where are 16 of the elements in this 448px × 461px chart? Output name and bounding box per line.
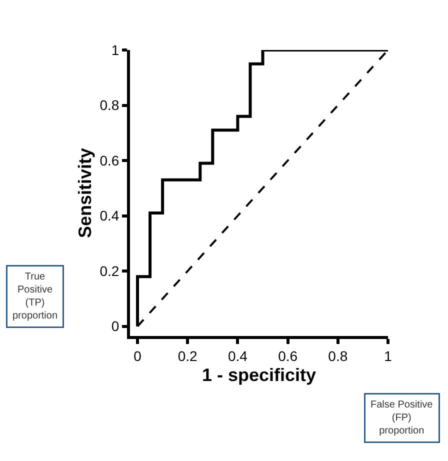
y-tick-label: 1 xyxy=(111,42,120,58)
y-tick-label: 0.4 xyxy=(100,208,120,224)
y-axis-title: Sensitivity xyxy=(74,148,95,238)
text: False Positive (FP) proportion xyxy=(370,400,434,436)
text: True Positive (TP) proportion xyxy=(12,272,58,322)
x-tick-label: 0.6 xyxy=(278,348,298,364)
x-tick-label: 1 xyxy=(384,348,392,364)
y-tick-label: 0.8 xyxy=(100,97,120,114)
y-tick-label: 0 xyxy=(111,318,120,334)
x-tick-label: 0.4 xyxy=(228,348,248,364)
x-tick-label: 0.2 xyxy=(178,348,198,364)
x-tick-label: 0.8 xyxy=(328,348,348,364)
y-tick-label: 0.6 xyxy=(100,152,120,168)
y-tick-label: 0.2 xyxy=(100,262,120,279)
x-axis-title: 1 - specificity xyxy=(202,364,316,385)
x-tick-label: 0 xyxy=(134,348,142,364)
